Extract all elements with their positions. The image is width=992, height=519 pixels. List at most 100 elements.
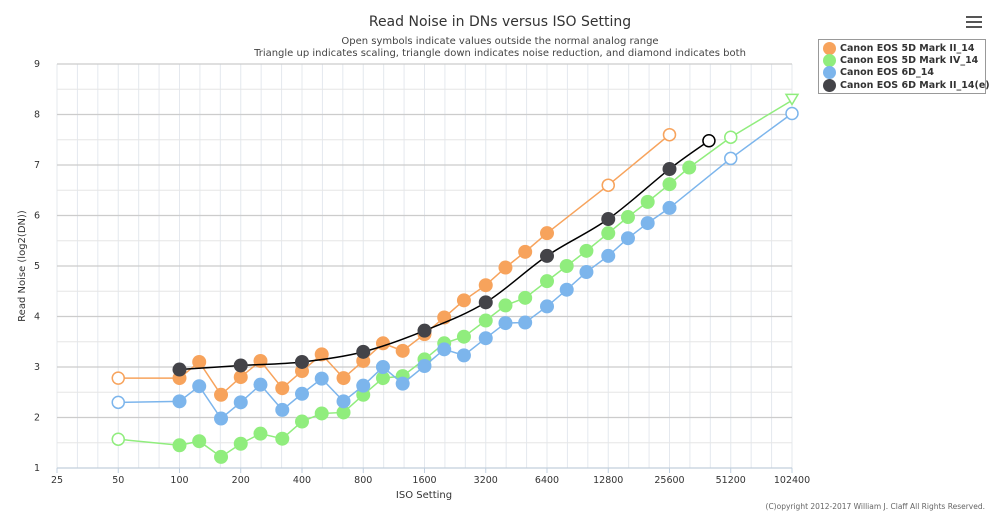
data-point [172,438,187,453]
x-tick-label: 102400 [774,475,810,486]
data-point [336,405,351,420]
data-point [295,354,309,369]
data-point [214,411,229,426]
y-tick-label: 3 [34,362,40,373]
x-tick-label: 25 [51,475,63,486]
data-point [456,293,471,308]
data-point [275,431,290,446]
data-point [540,226,554,241]
data-point [579,265,594,280]
data-point [540,299,554,314]
data-point [233,436,248,451]
series-line [118,134,670,396]
series-line [179,140,710,371]
legend-label: Canon EOS 6D Mark II_14(e) [840,79,990,91]
data-point [356,344,371,359]
data-point [192,434,207,449]
data-point [579,243,594,258]
data-point [295,386,309,401]
x-axis-ticks: 25 50 100 200 400 800 1600 3200 6400 12800 25600 51… [51,468,810,486]
legend-label: Canon EOS 6D_14 [840,67,934,79]
data-point [559,282,574,297]
series-line [118,112,793,420]
data-point [662,177,677,192]
legend-label: Canon EOS 5D Mark IV_14 [840,55,979,67]
series-3 [172,134,716,377]
legend-marker-icon [823,41,836,55]
data-point [314,406,329,421]
data-point [192,379,207,394]
chart-subtitle-line-1: Open symbols indicate values outside the… [341,36,658,47]
y-tick-label: 1 [34,463,40,474]
data-point-triangle-down [784,93,800,107]
data-point-open [662,127,677,142]
x-tick-label: 100 [170,475,188,486]
data-point [295,414,309,429]
series-2 [111,106,799,426]
data-point [356,378,371,393]
chart-context-menu-button[interactable] [966,16,982,30]
data-point [456,329,471,344]
data-point [437,342,452,357]
data-point [682,160,697,175]
y-axis-ticks: 1 2 3 4 5 6 7 8 9 [34,59,40,474]
y-tick-label: 4 [34,312,40,323]
data-point [275,402,290,417]
legend-item-5d-mark-ii[interactable]: Canon EOS 5D Mark II_14 [823,41,981,55]
data-point [498,298,513,313]
x-tick-label: 51200 [716,475,746,486]
data-point-open [724,130,738,144]
data-point [518,290,533,305]
data-point [253,426,268,441]
x-tick-label: 50 [112,475,124,486]
legend-label: Canon EOS 5D Mark II_14 [840,42,975,54]
data-point [172,394,187,409]
x-tick-label: 1600 [412,475,436,486]
data-point [253,377,268,392]
data-point-open [601,178,615,192]
data-point [375,360,390,374]
y-tick-label: 7 [34,160,40,171]
hamburger-menu-icon [966,16,982,28]
data-point [395,376,410,391]
data-point-open [702,134,716,148]
data-point [233,395,248,410]
legend-item-5d-mark-iv[interactable]: Canon EOS 5D Mark IV_14 [823,54,981,68]
copyright-credit: (C)opyright 2012-2017 William J. Claff A… [766,502,985,511]
data-point [275,381,290,396]
data-point [540,248,554,263]
data-point [214,387,229,402]
data-point [518,244,533,259]
data-point [233,358,248,373]
data-point [375,371,390,386]
data-point-open [724,151,738,166]
legend-marker-icon [823,78,836,92]
data-point [314,371,329,386]
data-point [498,316,513,331]
chart-subtitle-line-2: Triangle up indicates scaling, triangle … [253,48,746,59]
y-tick-label: 2 [34,413,40,424]
y-tick-label: 5 [34,261,40,272]
y-tick-label: 9 [34,59,40,70]
x-tick-label: 3200 [474,475,498,486]
chart-title: Read Noise in DNs versus ISO Setting [369,14,631,30]
data-point [601,248,616,263]
data-point [620,210,635,225]
data-point [417,358,432,373]
data-point [233,370,248,385]
data-point [336,371,351,386]
x-tick-label: 12800 [593,475,623,486]
series-layer [111,93,800,464]
legend-item-6d[interactable]: Canon EOS 6D_14 [823,66,981,80]
y-tick-label: 6 [34,211,40,222]
x-tick-label: 25600 [654,475,684,486]
data-point [172,362,187,377]
data-point [601,226,616,241]
data-point [314,347,329,362]
x-tick-label: 200 [232,475,250,486]
data-point [456,348,471,363]
legend-item-6d-mark-ii[interactable]: Canon EOS 6D Mark II_14(e) [823,78,990,92]
x-tick-label: 800 [354,475,372,486]
data-point [192,354,207,369]
data-point [559,259,574,273]
